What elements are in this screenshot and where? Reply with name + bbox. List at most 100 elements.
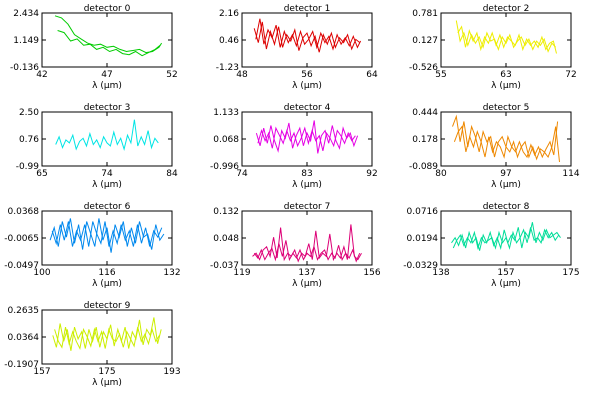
y-tick-label: -0.0065 bbox=[4, 234, 39, 244]
x-axis-label: λ (μm) bbox=[292, 81, 322, 91]
x-axis-label: λ (μm) bbox=[92, 279, 122, 289]
detector-panel-0: detector 0 -0.136 1.149 2.434 42 47 52 λ (μm) bbox=[10, 4, 178, 91]
y-tick-label: 1.133 bbox=[213, 108, 239, 118]
y-tick-label: 0.444 bbox=[412, 108, 438, 118]
detector-panel-4: detector 4 -0.996 0.068 1.133 74 83 92 λ (μm) bbox=[210, 103, 378, 190]
x-tick-label: 114 bbox=[562, 169, 579, 179]
panel-title: detector 8 bbox=[483, 202, 530, 212]
x-tick-label: 100 bbox=[33, 268, 50, 278]
panel-title: detector 0 bbox=[84, 4, 131, 14]
y-tick-label: 1.149 bbox=[13, 36, 39, 46]
y-tick-label: -0.1907 bbox=[4, 360, 39, 370]
y-tick-label: 0.76 bbox=[19, 135, 39, 145]
series-line-0 bbox=[54, 15, 163, 54]
x-tick-label: 157 bbox=[33, 367, 50, 377]
panel-title: detector 4 bbox=[284, 103, 331, 113]
x-tick-label: 193 bbox=[163, 367, 180, 377]
x-tick-label: 92 bbox=[366, 169, 377, 179]
plot-frame bbox=[241, 12, 373, 68]
y-tick-label: 0.0716 bbox=[407, 207, 439, 217]
x-tick-label: 132 bbox=[163, 268, 180, 278]
x-tick-label: 157 bbox=[497, 268, 514, 278]
x-tick-label: 74 bbox=[101, 169, 113, 179]
y-tick-label: 0.46 bbox=[219, 36, 239, 46]
detector-panel-6: detector 6 -0.0497 -0.0065 0.0368 100 116 132 λ… bbox=[4, 202, 180, 289]
y-tick-label: 0.068 bbox=[213, 135, 239, 145]
y-tick-label: -0.526 bbox=[409, 63, 438, 73]
series-line-1 bbox=[257, 126, 356, 152]
detector-panel-2: detector 2 -0.526 0.127 0.781 55 63 72 λ (μm) bbox=[409, 4, 577, 91]
series-line-1 bbox=[457, 25, 557, 54]
x-tick-label: 138 bbox=[432, 268, 449, 278]
x-tick-label: 80 bbox=[435, 169, 447, 179]
x-axis-label: λ (μm) bbox=[92, 180, 122, 190]
y-tick-label: -0.996 bbox=[210, 162, 239, 172]
y-tick-label: 0.127 bbox=[412, 36, 438, 46]
series-line-1 bbox=[51, 221, 163, 247]
x-tick-label: 72 bbox=[565, 70, 576, 80]
x-tick-label: 47 bbox=[101, 70, 112, 80]
y-tick-label: 2.16 bbox=[219, 9, 239, 19]
panel-title: detector 9 bbox=[84, 301, 131, 311]
panel-title: detector 7 bbox=[284, 202, 331, 212]
detector-panel-1: detector 1 -1.23 0.46 2.16 48 56 64 λ (μm) bbox=[216, 4, 378, 91]
x-axis-label: λ (μm) bbox=[491, 279, 521, 289]
y-tick-label: -0.136 bbox=[10, 63, 39, 73]
x-axis-label: λ (μm) bbox=[491, 81, 521, 91]
y-tick-label: 2.50 bbox=[19, 108, 39, 118]
x-tick-label: 83 bbox=[301, 169, 312, 179]
panel-title: detector 3 bbox=[84, 103, 131, 113]
series-line-0 bbox=[252, 224, 362, 263]
detector-panel-8: detector 8 -0.0329 0.0194 0.0716 138 157 175 λ … bbox=[403, 202, 579, 289]
y-tick-label: 0.132 bbox=[213, 207, 239, 217]
series-line-1 bbox=[255, 18, 362, 51]
panel-title: detector 6 bbox=[84, 202, 131, 212]
x-tick-label: 65 bbox=[36, 169, 47, 179]
y-tick-label: 0.0368 bbox=[8, 207, 40, 217]
x-tick-label: 175 bbox=[562, 268, 579, 278]
plot-frame bbox=[41, 111, 173, 167]
y-tick-label: 2.434 bbox=[13, 9, 39, 19]
series-line-1 bbox=[57, 30, 161, 57]
x-tick-label: 64 bbox=[366, 70, 378, 80]
x-tick-label: 52 bbox=[166, 70, 177, 80]
y-tick-label: -0.99 bbox=[16, 162, 40, 172]
x-axis-label: λ (μm) bbox=[292, 279, 322, 289]
y-tick-label: 0.0194 bbox=[407, 234, 439, 244]
x-tick-label: 116 bbox=[98, 268, 115, 278]
x-axis-label: λ (μm) bbox=[92, 81, 122, 91]
y-tick-label: -0.0497 bbox=[4, 261, 39, 271]
x-axis-label: λ (μm) bbox=[491, 180, 521, 190]
x-tick-label: 48 bbox=[236, 70, 248, 80]
x-tick-label: 137 bbox=[298, 268, 315, 278]
y-tick-label: 0.0364 bbox=[8, 333, 40, 343]
x-tick-label: 55 bbox=[435, 70, 446, 80]
series-line-0 bbox=[451, 222, 561, 251]
plot-frame bbox=[41, 210, 173, 266]
x-tick-label: 119 bbox=[233, 268, 250, 278]
series-line-0 bbox=[253, 21, 361, 53]
y-tick-label: 0.2635 bbox=[8, 306, 40, 316]
detector-panel-7: detector 7 -0.037 0.048 0.132 119 137 156 λ (μm… bbox=[210, 202, 381, 289]
series-line-0 bbox=[255, 120, 359, 154]
detector-panel-5: detector 5 -0.089 0.178 0.444 80 97 114 λ (μm) bbox=[409, 103, 580, 190]
y-tick-label: 0.178 bbox=[412, 135, 438, 145]
series-line-1 bbox=[453, 121, 559, 159]
y-tick-label: 0.048 bbox=[213, 234, 239, 244]
plot-frame bbox=[41, 12, 173, 68]
x-tick-label: 42 bbox=[36, 70, 47, 80]
series-line-1 bbox=[253, 240, 361, 263]
x-tick-label: 175 bbox=[98, 367, 115, 377]
panel-title: detector 2 bbox=[483, 4, 530, 14]
x-tick-label: 84 bbox=[166, 169, 178, 179]
panel-title: detector 1 bbox=[284, 4, 331, 14]
y-tick-label: 0.781 bbox=[412, 9, 438, 19]
x-tick-label: 56 bbox=[301, 70, 313, 80]
x-tick-label: 63 bbox=[500, 70, 511, 80]
y-tick-label: -0.037 bbox=[210, 261, 239, 271]
series-line-1 bbox=[54, 326, 160, 351]
x-tick-label: 97 bbox=[500, 169, 511, 179]
y-tick-label: -1.23 bbox=[216, 63, 239, 73]
detector-panel-9: detector 9 -0.1907 0.0364 0.2635 157 175 193 λ … bbox=[4, 301, 180, 388]
x-axis-label: λ (μm) bbox=[92, 378, 122, 388]
